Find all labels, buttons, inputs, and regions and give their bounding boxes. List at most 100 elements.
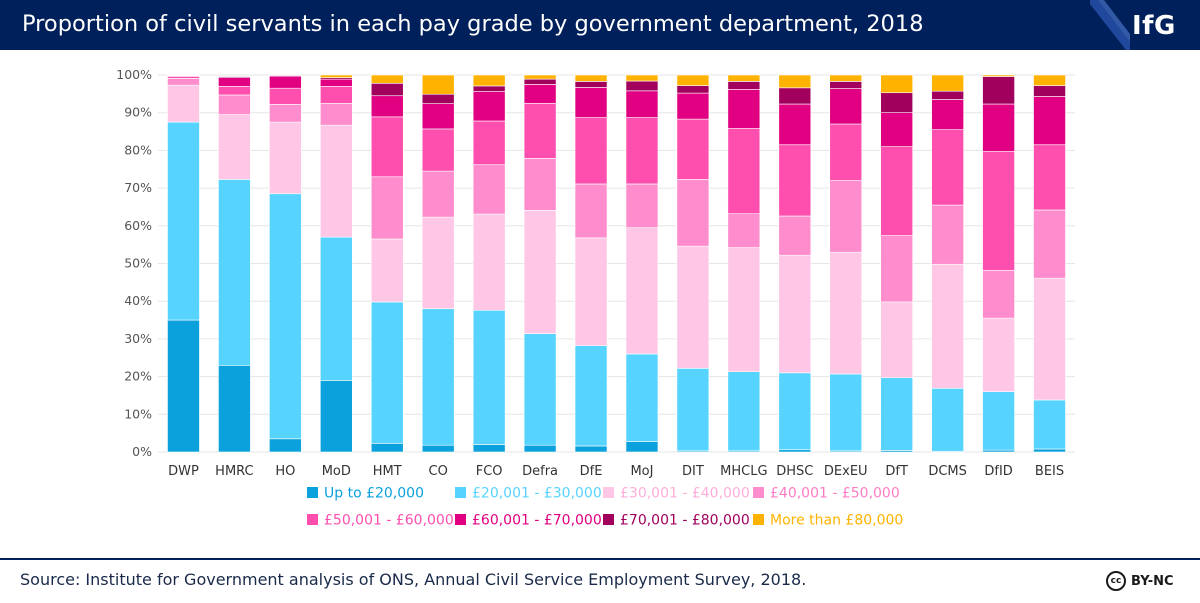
bar-segment [676,368,710,452]
bar-segment [370,238,404,303]
bar-segment [320,78,353,87]
bar-segment [727,89,761,129]
bar-segment [472,164,506,215]
bar-segment [1033,96,1066,146]
bar-segment [218,364,251,453]
bar-segment [269,87,302,105]
ifg-logo: IfG [1132,11,1176,41]
bar-segment [269,75,302,89]
bar-segment [320,124,353,238]
footer-divider [0,558,1200,560]
bar-segment [574,117,608,185]
bar-segment [625,183,659,228]
bar-segment [574,81,608,88]
legend-label: £20,001 - £30,000 [472,486,602,502]
bar-segment [982,76,1015,105]
bar-segment [625,353,659,442]
bar-stack-defra [523,74,557,453]
bar-segment [931,204,964,265]
bar-segment [727,371,761,452]
bar-segment [931,263,964,389]
bar-segment [931,90,964,100]
legend-label: £40,001 - £50,000 [770,486,900,502]
bar-stack-dexeu [829,74,863,453]
x-category-label: HMT [373,464,402,479]
bar-segment [1033,277,1066,401]
bar-segment [472,309,506,445]
y-tick-label: 20% [124,369,152,384]
bar-segment [574,345,608,447]
bar-segment [523,210,557,334]
bar-segment [218,86,251,96]
source-note: Source: Institute for Government analysi… [20,570,807,589]
bar-segment [880,235,913,303]
bar-segment [982,74,1015,77]
bar-segment [625,227,659,355]
legend-item: More than £80,000 [753,513,903,529]
legend-label: £50,001 - £60,000 [324,513,454,529]
bar-segment [472,85,506,92]
bar-segment [320,74,353,78]
bar-stack-hmrc [218,75,251,453]
bar-segment [880,301,913,379]
bar-segment [1033,209,1066,279]
bar-segment [370,95,404,118]
bar-segment [778,144,812,217]
bar-stack-beis [1033,74,1066,453]
bar-segment [167,78,200,86]
bar-segment [320,86,353,104]
license-label: BY-NC [1131,573,1174,589]
bar-stack-fco [472,74,506,453]
bar-segment [472,91,506,122]
bar-segment [727,128,761,215]
bar-segment [778,449,812,453]
bar-segment [269,104,302,123]
x-category-label: HMRC [215,464,253,479]
x-category-label: DWP [168,464,199,479]
bar-segment [472,120,506,166]
legend-item: £50,001 - £60,000 [307,513,454,529]
bar-stack-dfe [574,74,608,453]
bar-segment [727,74,761,82]
y-tick-label: 90% [124,105,152,120]
bar-segment [1033,399,1066,450]
footer: Source: Institute for Government analysi… [0,558,1200,603]
stacked-bar-chart: 0% 10% 20% 30% 40% 50% 60% 70% 80% 90% 100% DWP HMR… [116,67,1075,529]
logo-slash-graphic [1090,0,1130,50]
bar-segment [1033,74,1066,86]
bar-segment [829,180,863,253]
legend-item: Up to £20,000 [307,486,424,502]
legend-label: Up to £20,000 [324,486,424,502]
x-category-label: CO [429,464,448,479]
bar-segment [421,93,455,104]
bar-segment [829,123,863,181]
bar-segment [1033,85,1066,97]
bar-segment [218,114,251,180]
x-category-label: DIT [682,464,704,479]
bar-stack-dhsc [778,74,812,453]
bar-segment [829,373,863,452]
legend-swatch [455,487,466,498]
y-tick-label: 100% [116,67,152,82]
bar-segment [523,333,557,446]
legend-item: £70,001 - £80,000 [603,513,750,529]
creative-commons-icon: cc [1106,571,1126,591]
bar-stack-moj [625,74,659,453]
bar-segment [727,247,761,372]
legend: Up to £20,000 £20,001 - £30,000 £30,001 - … [307,486,903,529]
bar-segment [931,129,964,206]
bar-segment [880,92,913,114]
bar-segment [880,377,913,451]
x-category-label: MoD [322,464,351,479]
bar-segment [269,438,302,453]
bar-segment [370,301,404,444]
bar-segment [982,151,1015,271]
bar-segment [778,215,812,256]
bar-segment [727,213,761,248]
bar-segment [472,213,506,311]
bar-stack-mhclg [727,74,761,453]
bar-segment [1033,448,1066,453]
bar-segment [523,74,557,80]
bar-segment [421,103,455,130]
x-category-label: MHCLG [720,464,767,479]
